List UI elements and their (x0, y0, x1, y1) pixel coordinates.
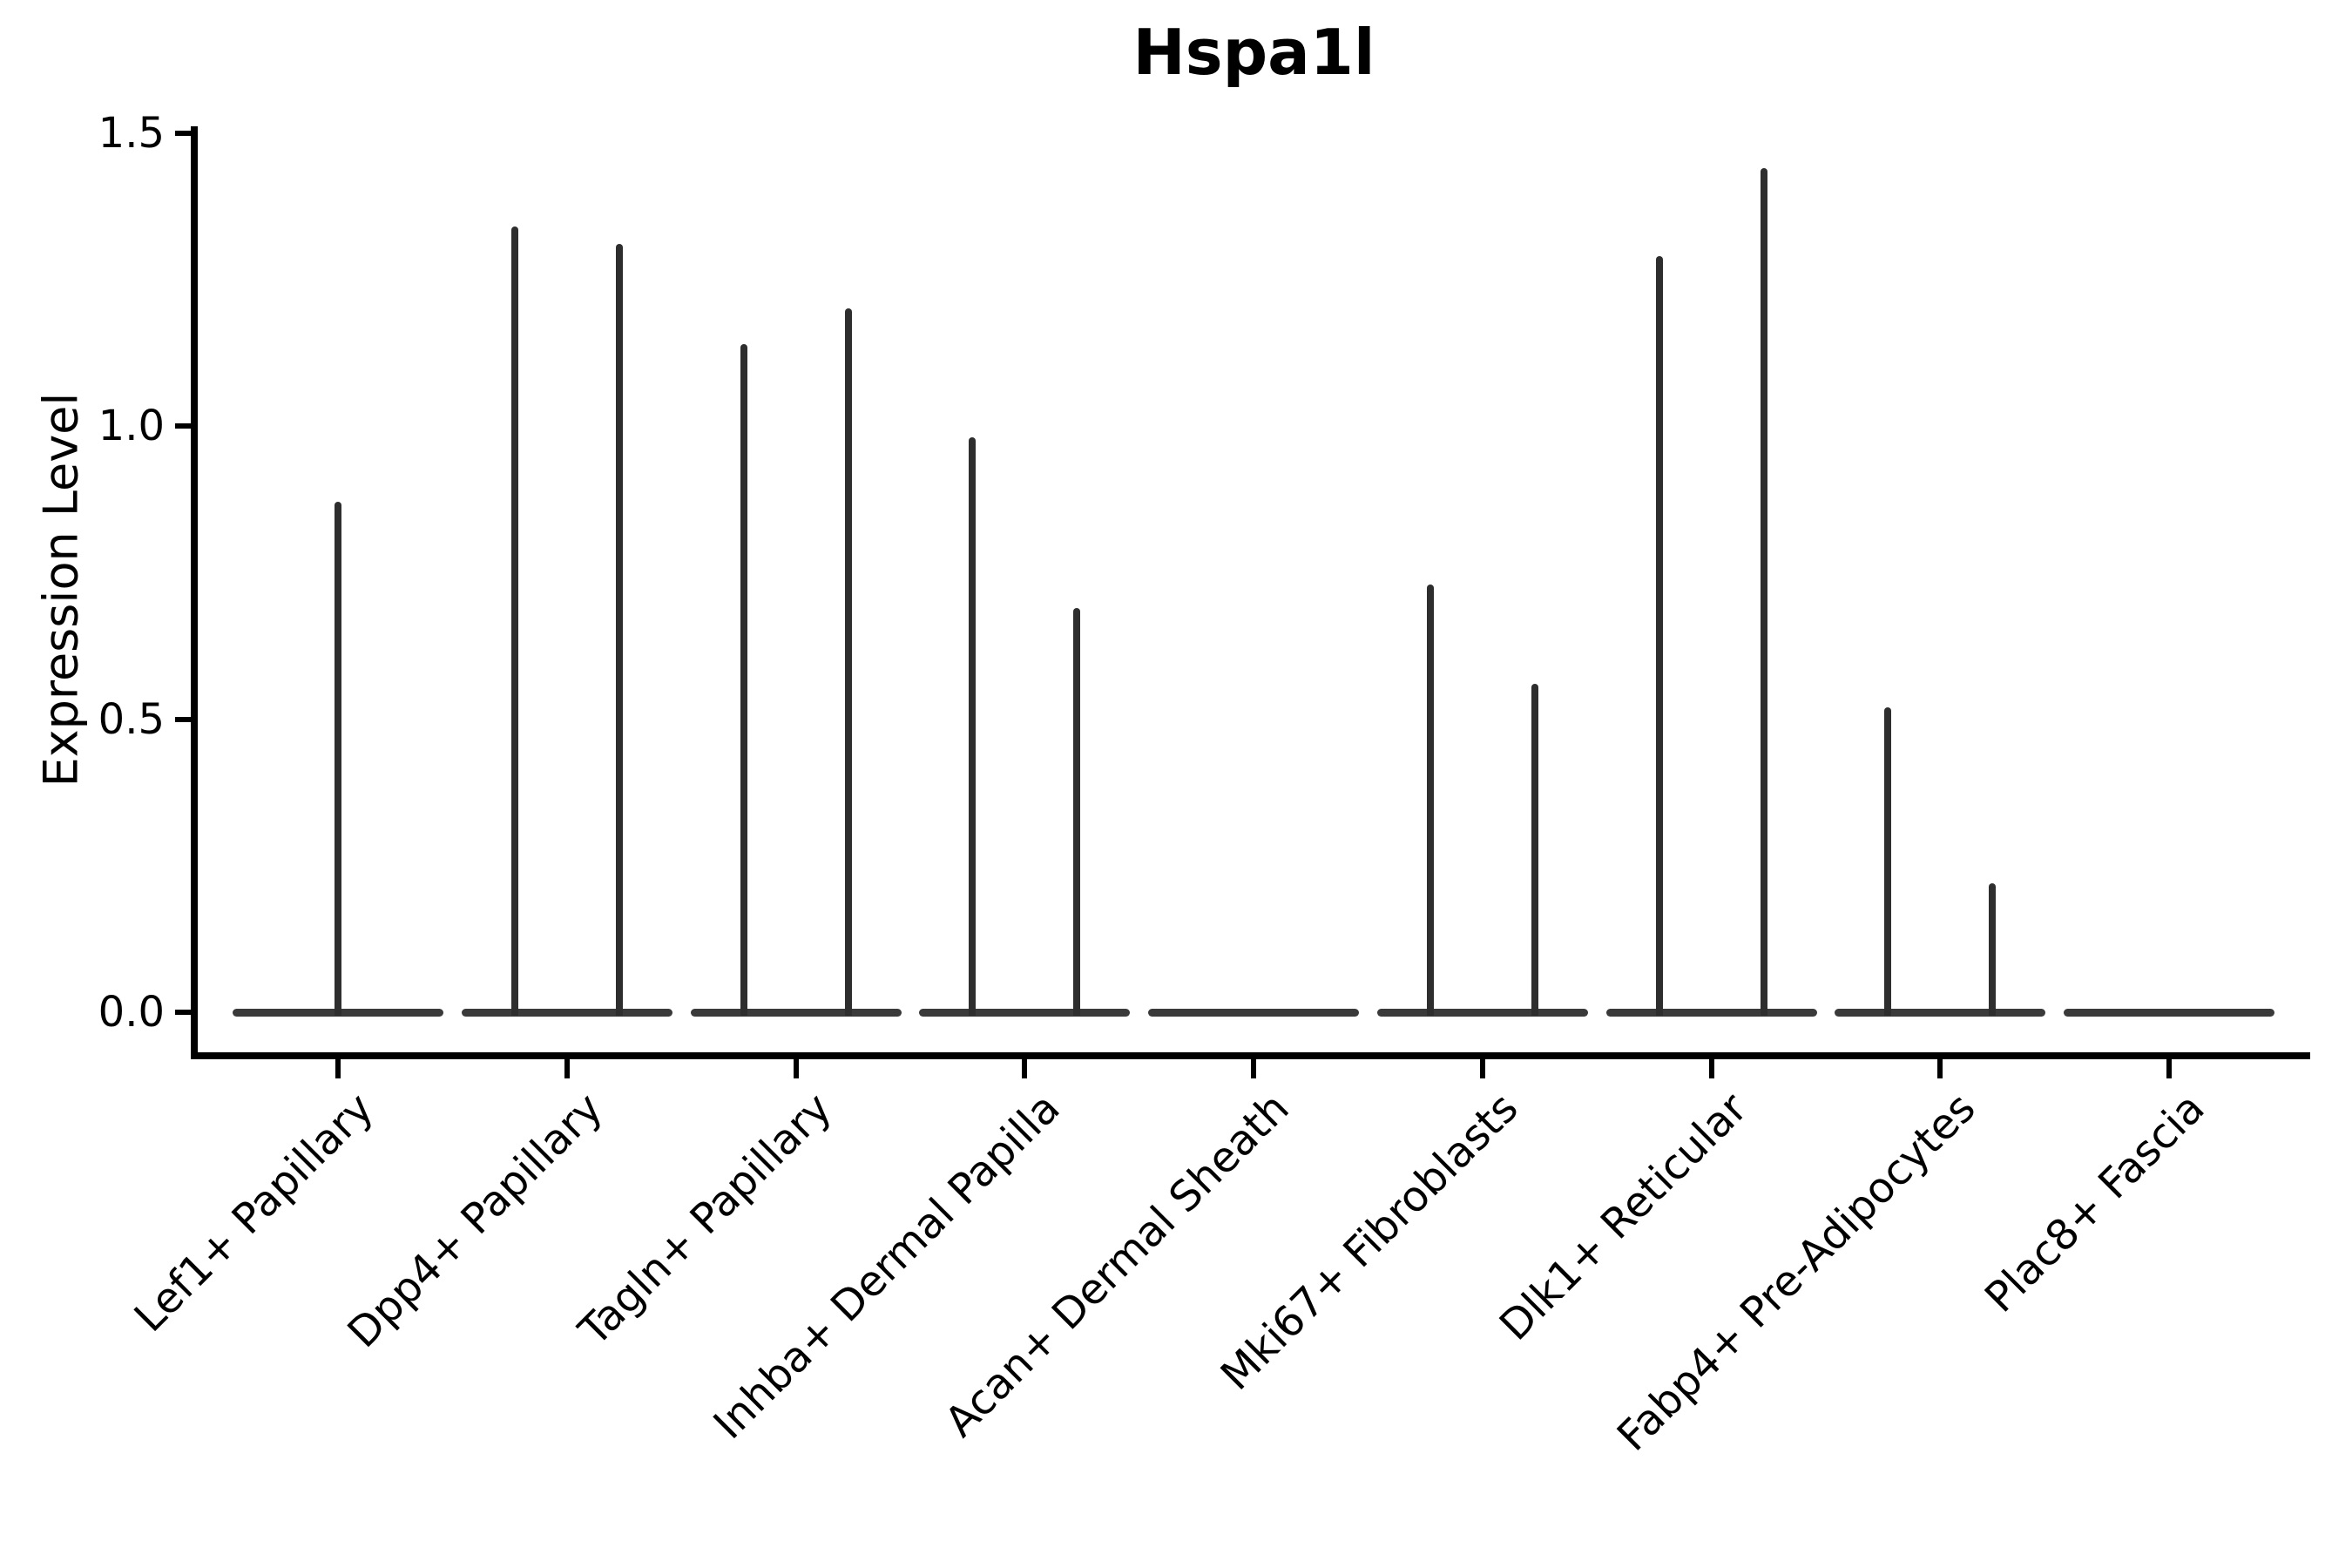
violin-spike (1989, 882, 1997, 1016)
x-tick-label: Mki67+ Fibroblasts (1211, 1084, 1528, 1400)
x-tick-mark (1022, 1059, 1028, 1078)
violin-baseline (461, 1009, 672, 1017)
x-tick-label: Dlk1+ Reticular (1490, 1084, 1757, 1350)
x-tick-label: Fabp4+ Pre-Adipocytes (1608, 1084, 1985, 1461)
violin-spike (740, 343, 747, 1016)
x-tick-mark (1251, 1059, 1256, 1078)
violin-baseline (1376, 1009, 1588, 1017)
violin-spike (844, 308, 852, 1016)
y-tick-label: 0.0 (98, 988, 165, 1037)
violin-spike (1426, 584, 1434, 1016)
violin-baseline (1605, 1009, 1817, 1017)
violin-baseline (690, 1009, 902, 1017)
violin-baseline (1148, 1009, 1359, 1017)
violin-baseline (919, 1009, 1131, 1017)
chart-title: Hspa1l (1132, 16, 1375, 89)
x-tick-label: Plac8+ Fascia (1976, 1084, 2214, 1322)
x-tick-mark (2166, 1059, 2172, 1078)
y-tick-mark (175, 716, 191, 722)
x-tick-mark (1937, 1059, 1943, 1078)
y-tick-label: 1.0 (98, 402, 165, 450)
x-axis-spine (191, 1052, 2310, 1059)
violin-spike (510, 226, 518, 1016)
violin-spike (1655, 255, 1663, 1016)
x-tick-mark (564, 1059, 570, 1078)
y-tick-label: 0.5 (98, 694, 165, 744)
x-tick-mark (793, 1059, 799, 1078)
violin-baseline (1835, 1009, 2046, 1017)
violin-spike (615, 244, 623, 1016)
violin-spike (1073, 607, 1081, 1016)
x-tick-mark (335, 1059, 341, 1078)
y-tick-mark (175, 423, 191, 429)
y-tick-mark (175, 1010, 191, 1015)
x-tick-mark (1479, 1059, 1485, 1078)
violin-baseline (2064, 1009, 2274, 1017)
x-tick-label: Tagln+ Papillary (569, 1084, 841, 1355)
violin-spike (1531, 684, 1538, 1016)
violin-spike (335, 502, 341, 1016)
x-tick-label: Dpp4+ Papillary (338, 1084, 612, 1358)
x-tick-mark (1708, 1059, 1714, 1078)
x-tick-label: Acan+ Dermal Sheath (936, 1084, 1299, 1447)
x-tick-label: Inhba+ Dermal Papilla (704, 1084, 1070, 1450)
y-tick-label: 1.5 (98, 108, 165, 158)
y-axis-spine (191, 126, 198, 1059)
violin-spike (969, 437, 977, 1016)
violin-spike (1884, 707, 1892, 1016)
y-tick-mark (175, 130, 191, 136)
violin-spike (1760, 167, 1767, 1016)
